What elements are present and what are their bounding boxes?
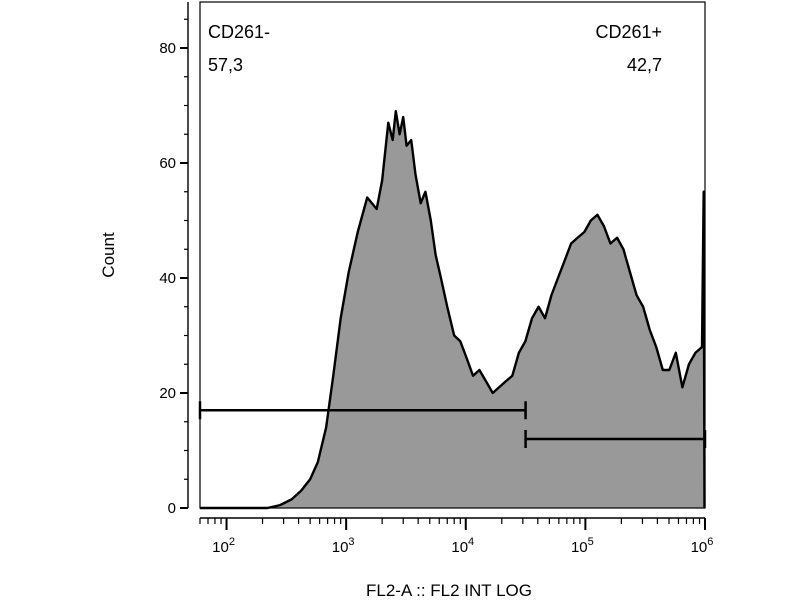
gate-negative: CD261- 57,3 [198,22,527,420]
x-tick-label: 102 [212,536,235,556]
y-tick-label: 0 [168,500,176,517]
y-tick-label: 80 [159,40,176,57]
x-tick-exponent: 6 [707,536,713,548]
x-tick-label: 106 [691,536,714,556]
histogram-series [200,110,706,510]
x-tick-base: 10 [451,539,468,556]
gate-percent: 57,3 [208,55,243,75]
plot-frame [199,1,706,509]
y-axis-title: Count [99,232,118,278]
x-tick-label: 104 [451,536,474,556]
y-tick-label: 60 [159,155,176,172]
x-tick-base: 10 [691,539,708,556]
x-tick-exponent: 4 [468,536,474,548]
x-tick-label: 105 [571,536,594,556]
gate-percent: 42,7 [627,55,662,75]
x-axis: 102 103 104 105 106 [199,517,714,556]
gate-label: CD261+ [595,22,662,42]
y-axis: 0 20 40 60 80 [159,2,189,517]
x-tick-base: 10 [212,539,229,556]
histogram-outline [200,110,706,510]
y-tick-label: 40 [159,270,176,287]
x-tick-label: 103 [332,536,355,556]
histogram-area [200,111,705,508]
y-tick-label: 20 [159,385,176,402]
x-tick-base: 10 [332,539,349,556]
x-tick-exponent: 3 [348,536,354,548]
x-tick-exponent: 2 [229,536,235,548]
x-axis-title: FL2-A :: FL2 INT LOG [366,581,532,600]
x-tick-base: 10 [571,539,588,556]
gate-markers: CD261- 57,3 CD261+ 42,7 [198,22,707,448]
gate-label: CD261- [208,22,270,42]
x-tick-exponent: 5 [588,536,594,548]
